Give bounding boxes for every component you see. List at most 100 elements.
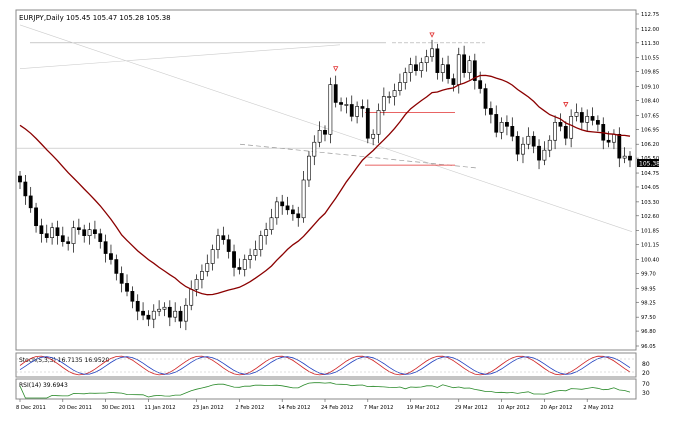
- candle: [606, 139, 611, 143]
- upper-trendline: [19, 44, 341, 69]
- rsi-level-bottom: 30: [642, 390, 650, 397]
- candle: [387, 96, 392, 98]
- candle: [173, 310, 178, 318]
- candle: [531, 135, 536, 147]
- y-tick-label: 112.00: [641, 27, 659, 33]
- main-plot-frame: [15, 9, 637, 351]
- candle: [258, 235, 263, 250]
- candle: [392, 90, 397, 97]
- x-tick-label: 8 Dec 2011: [16, 405, 46, 411]
- candle: [183, 304, 188, 322]
- candle: [50, 227, 55, 238]
- candle: [622, 155, 627, 159]
- x-tick-label: 2 Feb 2012: [235, 405, 264, 411]
- candle: [39, 225, 44, 234]
- candle: [216, 235, 220, 250]
- candle: [242, 259, 247, 270]
- candle: [344, 104, 349, 106]
- rsi-frame: [15, 378, 637, 400]
- candle: [269, 217, 274, 231]
- x-tick-label: 20 Dec 2011: [59, 405, 92, 411]
- candle: [162, 306, 167, 310]
- candle: [488, 108, 493, 115]
- candle: [232, 251, 236, 268]
- candle: [167, 306, 172, 318]
- candle: [472, 60, 477, 81]
- candle: [76, 227, 81, 231]
- y-tick-label: 104.05: [641, 185, 659, 191]
- candle: [60, 235, 65, 242]
- stoch-frame: [15, 352, 637, 378]
- candle: [71, 227, 76, 244]
- candle: [178, 310, 183, 322]
- candle: [419, 62, 424, 71]
- candle: [456, 54, 461, 85]
- candle: [446, 64, 450, 79]
- candle: [430, 48, 434, 58]
- annotations: [333, 32, 569, 108]
- y-tick-label: 110.55: [641, 56, 659, 62]
- candle: [55, 227, 60, 236]
- y-tick-label: 106.95: [641, 127, 659, 133]
- stoch-signal: [19, 356, 631, 375]
- y-tick-label: 109.85: [641, 70, 659, 76]
- x-tick-label: 19 Mar 2012: [407, 405, 440, 411]
- x-tick-label: 11 Jan 2012: [144, 405, 175, 411]
- y-tick-label: 104.75: [641, 171, 659, 177]
- candle: [499, 122, 504, 133]
- candle: [237, 267, 242, 270]
- candle: [542, 149, 547, 161]
- candle: [301, 179, 306, 219]
- candle: [274, 201, 279, 219]
- candle: [579, 112, 584, 123]
- last-price-label: 105.38: [639, 161, 660, 168]
- candle: [440, 64, 445, 73]
- candle: [612, 133, 616, 143]
- candle: [264, 229, 269, 236]
- candle: [93, 229, 97, 234]
- candle: [98, 233, 103, 242]
- y-tick-label: 101.15: [641, 243, 659, 249]
- candle: [585, 116, 590, 123]
- candle: [119, 273, 124, 284]
- candle: [103, 241, 108, 254]
- candle: [66, 241, 71, 244]
- candle: [135, 300, 140, 312]
- y-tick-label: 101.85: [641, 229, 659, 235]
- candle: [28, 195, 33, 209]
- candle: [494, 114, 499, 133]
- candle: [141, 310, 145, 316]
- y-tick-label: 112.75: [641, 12, 659, 18]
- y-tick-label: 111.30: [641, 41, 659, 47]
- stoch-label: Stoch(5,3,3) 16.7135 16.9520: [19, 357, 110, 364]
- candle: [333, 84, 338, 103]
- candle: [574, 112, 579, 117]
- candle: [290, 209, 295, 215]
- fractal-arrow: [333, 66, 339, 72]
- candle: [221, 235, 226, 240]
- candle: [296, 213, 301, 219]
- y-tick-label: 108.40: [641, 98, 659, 104]
- candles: [18, 39, 632, 331]
- candle: [87, 229, 92, 236]
- x-tick-label: 20 Apr 2012: [540, 405, 572, 411]
- y-tick-label: 106.20: [641, 142, 659, 148]
- y-tick-label: 99.70: [641, 271, 656, 277]
- candle: [515, 135, 520, 155]
- stoch-level-top: 80: [642, 361, 650, 368]
- x-tick-label: 10 Apr 2012: [498, 405, 530, 411]
- candle: [339, 102, 343, 105]
- candle: [537, 145, 541, 161]
- candle: [248, 255, 252, 260]
- moving-average: [19, 74, 631, 296]
- candle: [210, 249, 215, 264]
- rsi-label: RSI(14) 39.6943: [19, 382, 68, 389]
- candle: [253, 249, 258, 256]
- symbol-header: EURJPY,Daily 105.45 105.47 105.28 105.38: [19, 14, 171, 22]
- y-tick-label: 98.95: [641, 286, 656, 292]
- candle: [424, 56, 429, 64]
- candle: [23, 181, 28, 197]
- fractal-arrow: [563, 102, 569, 108]
